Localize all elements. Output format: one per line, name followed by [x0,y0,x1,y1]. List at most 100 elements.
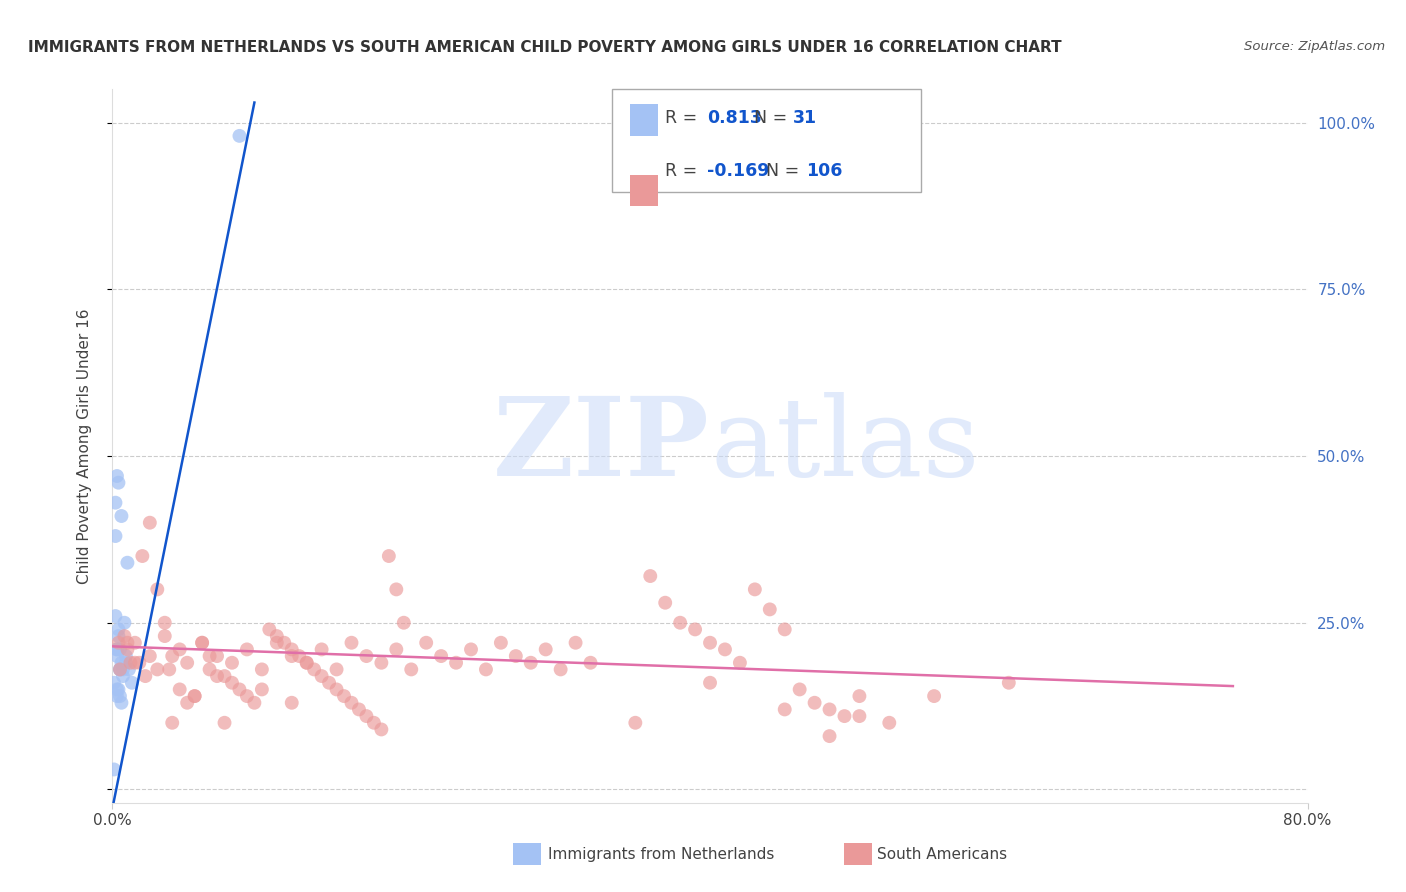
Point [111,669,134,683]
Point [117,556,139,570]
Point [550,662,572,676]
Text: N =: N = [766,162,806,180]
Text: atlas: atlas [710,392,980,500]
Point [103,675,125,690]
Point [325,682,347,697]
Point [401,662,423,676]
Point [318,675,340,690]
Point [281,642,304,657]
Point [295,656,318,670]
Point [108,662,131,676]
Point [250,662,273,676]
Point [744,582,766,597]
Point [157,662,180,676]
Point [250,682,273,697]
Point [392,615,415,630]
Point [108,662,131,676]
Point [121,675,143,690]
Point [105,469,128,483]
Point [117,642,139,657]
Point [534,642,557,657]
Point [169,642,191,657]
Point [356,649,378,664]
Point [922,689,945,703]
Point [131,549,153,563]
Point [104,496,127,510]
Point [221,675,243,690]
Point [236,689,259,703]
Point [128,656,150,670]
Point [198,649,221,664]
Point [281,696,304,710]
Point [114,615,135,630]
Point [773,702,796,716]
Point [214,715,236,730]
Point [134,669,156,683]
Point [236,642,259,657]
Point [169,682,191,697]
Point [295,656,318,670]
Point [103,763,125,777]
Point [475,662,498,676]
Text: R =: R = [665,162,703,180]
Point [683,623,706,637]
Point [848,709,870,723]
Point [115,656,138,670]
Text: -0.169: -0.169 [707,162,769,180]
Text: R =: R = [665,109,703,127]
Text: Immigrants from Netherlands: Immigrants from Netherlands [548,847,775,862]
Point [564,636,586,650]
Point [108,662,131,676]
Point [288,649,311,664]
Point [714,642,737,657]
Point [505,649,527,664]
Point [699,675,721,690]
Point [640,569,662,583]
Point [669,615,692,630]
Point [325,662,347,676]
Point [146,582,169,597]
Point [460,642,482,657]
Point [363,715,385,730]
Point [108,642,131,657]
Point [759,602,782,616]
Point [378,549,401,563]
Point [266,636,288,650]
Point [115,649,138,664]
Point [347,702,370,716]
Point [117,636,139,650]
Point [146,662,169,676]
Point [191,636,214,650]
Point [107,636,129,650]
Point [114,629,135,643]
Point [110,509,132,524]
Point [699,636,721,650]
Point [834,709,856,723]
Point [415,636,437,650]
Point [139,649,162,664]
Point [183,689,205,703]
Point [340,696,363,710]
Text: South Americans: South Americans [877,847,1008,862]
Point [728,656,751,670]
Point [108,689,131,703]
Point [998,675,1021,690]
Point [818,729,841,743]
Point [205,669,228,683]
Point [818,702,841,716]
Point [385,642,408,657]
Point [333,689,356,703]
Point [489,636,512,650]
Point [385,582,408,597]
Point [153,615,176,630]
Point [205,649,228,664]
Point [259,623,281,637]
Text: Source: ZipAtlas.com: Source: ZipAtlas.com [1244,40,1385,54]
Point [104,609,127,624]
Point [221,656,243,670]
Point [803,696,825,710]
Point [176,656,198,670]
Point [228,682,250,697]
Point [104,529,127,543]
Point [520,656,543,670]
